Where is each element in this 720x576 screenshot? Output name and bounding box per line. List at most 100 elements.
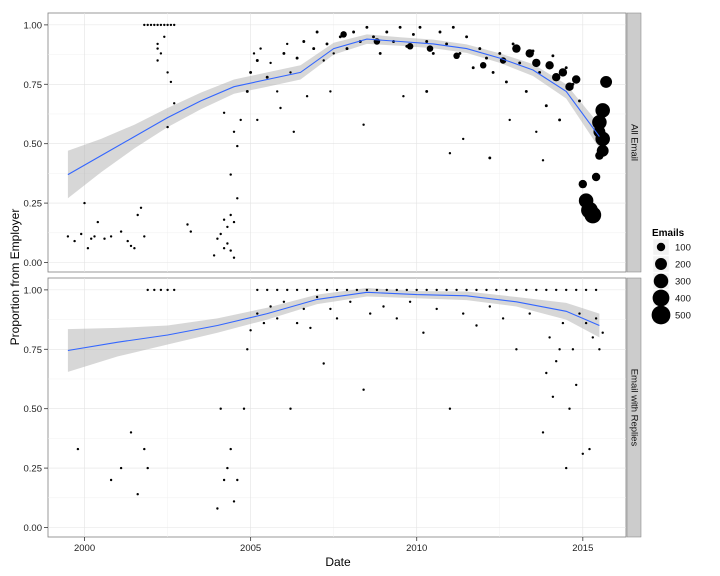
data-point [232,220,236,224]
data-point [395,288,398,292]
legend-items: 100 200 300 400 500 [651,238,691,325]
data-point [66,235,70,238]
data-point [143,23,146,27]
data-point [475,324,478,327]
data-point [575,288,578,292]
data-point [173,288,176,292]
data-point [252,52,256,55]
data-point [332,52,335,55]
data-point [558,348,561,351]
data-point [166,71,169,74]
data-point [575,383,578,387]
data-point [594,317,598,320]
data-point [535,288,538,292]
data-point [169,80,173,84]
y-tick-label: 0.50 [24,139,43,150]
data-point [289,71,292,74]
data-point [229,447,232,451]
data-point [325,288,329,292]
data-point [415,288,418,292]
data-point [435,307,438,311]
data-point [229,173,232,176]
data-point [362,123,365,126]
data-point [551,395,555,398]
data-point [133,247,136,250]
data-point [262,321,266,325]
data-point [512,44,521,53]
data-point [515,348,518,351]
data-point [269,61,272,65]
data-point [544,104,548,108]
data-point [465,288,468,292]
data-point [153,288,156,292]
data-point [329,307,332,311]
data-point [408,300,412,303]
y-tick-label: 1.00 [24,285,43,296]
data-point [448,407,452,410]
data-point [593,125,606,138]
data-point [505,288,508,292]
data-point [315,30,319,34]
data-point [246,348,249,351]
panel-1: 0.00 0.25 0.50 0.75 1.00 Email with Replies [24,277,642,538]
data-point [136,213,139,217]
legend-label: 500 [675,311,691,322]
data-point [455,288,458,292]
data-point [501,317,505,320]
data-point [315,295,319,299]
data-point [362,388,365,391]
data-point [249,329,252,332]
data-point [596,144,609,157]
data-point [295,321,299,325]
smooth-trend-line [67,38,600,176]
data-point [136,493,139,496]
data-point [524,89,528,93]
data-point [545,61,554,70]
data-point [146,288,149,292]
x-tick-label: 2015 [572,543,593,554]
x-axis-label: Date [325,555,351,569]
panels-layer: 0.00 0.25 0.50 0.75 1.00 All Email 0.00 0.25 0.5… [24,12,642,554]
data-point [166,23,169,27]
data-point [571,348,575,351]
data-point [329,90,332,93]
data-point [216,507,219,510]
data-point [352,30,356,34]
data-point [453,52,460,60]
data-point [425,288,428,292]
data-point [369,312,372,315]
data-point [129,244,133,248]
panel-0: 0.00 0.25 0.50 0.75 1.00 All Email [24,12,642,273]
data-point [249,70,253,74]
data-point [558,118,562,122]
legend-label: 400 [675,294,691,305]
data-point [584,321,588,325]
data-point [73,239,76,243]
data-point [584,206,602,224]
data-point [578,179,587,189]
data-point [345,288,349,292]
data-point [282,300,286,303]
y-tick-label: 0.25 [24,199,43,210]
data-point [143,447,146,451]
data-point [565,288,568,292]
data-point [236,478,239,482]
data-point [222,247,226,250]
facet-strip-label: Email with Replies [629,369,640,447]
data-point [349,300,352,303]
facet-strip-label: All Email [629,124,640,161]
data-point [508,118,511,122]
data-point [405,288,408,292]
data-point [491,70,495,74]
data-point [411,32,415,36]
facet-strip [626,12,642,273]
data-point [541,159,545,162]
data-point [302,40,306,43]
data-point [355,288,359,292]
data-point [528,312,531,315]
legend-label: 300 [675,277,691,288]
data-point [558,68,568,77]
data-point [276,90,279,93]
data-point [265,75,269,79]
